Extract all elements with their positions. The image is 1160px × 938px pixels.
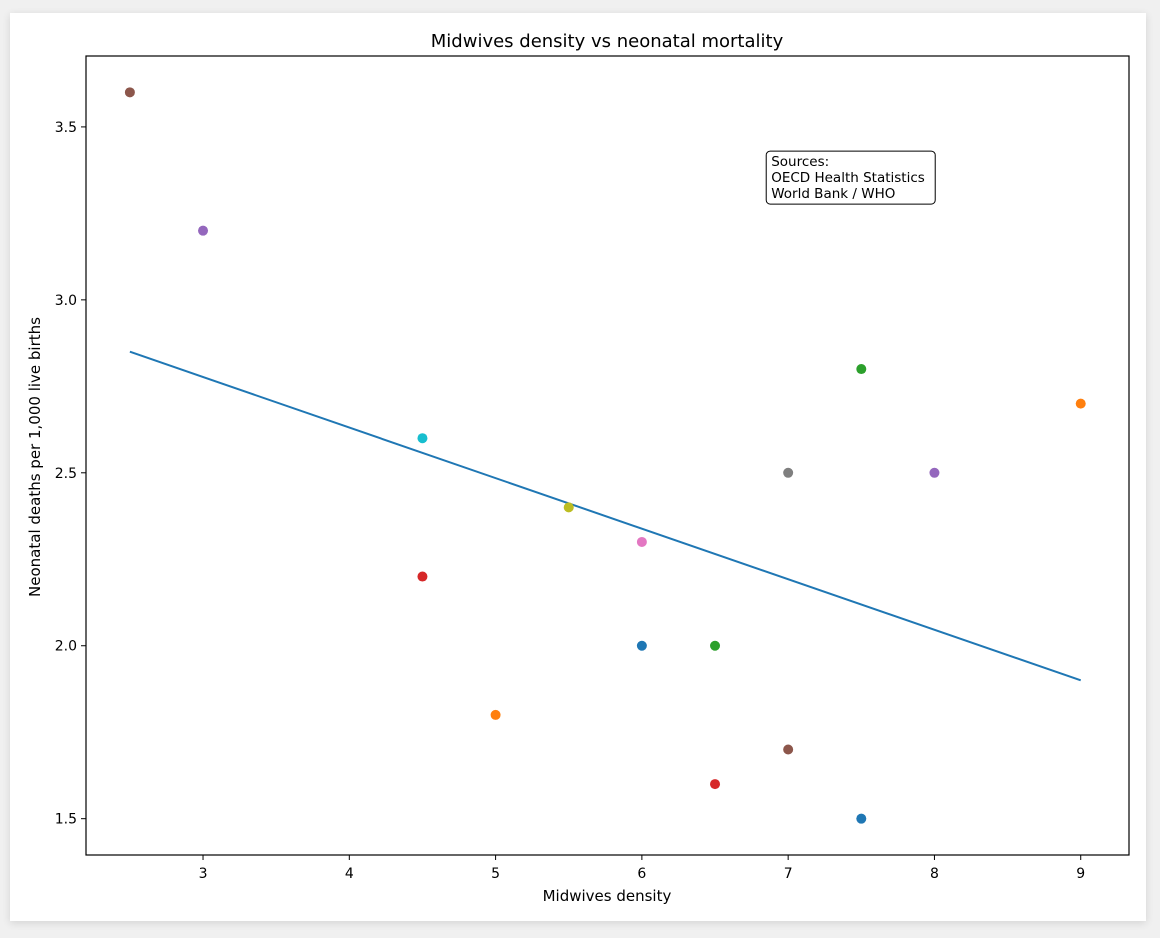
axes: 3 4 5 6 7 8 9 1.5 2.0 2.5 3.0 3.5 xyxy=(55,55,1130,882)
scatter-chart: Midwives density vs neonatal mortality S… xyxy=(26,31,1130,905)
x-tick-label: 7 xyxy=(784,866,793,882)
x-tick-label: 3 xyxy=(199,866,208,882)
scatter-point xyxy=(1075,398,1086,409)
x-axis-label: Midwives density xyxy=(543,887,672,905)
scatter-point xyxy=(417,433,428,444)
scatter-point xyxy=(198,225,209,236)
x-tick-label: 5 xyxy=(491,866,500,882)
scatter-point xyxy=(856,364,867,375)
scatter-point xyxy=(417,571,428,582)
y-tick-label: 2.5 xyxy=(55,466,77,482)
x-tick-label: 4 xyxy=(345,866,354,882)
scatter-point xyxy=(710,779,721,790)
chart-title: Midwives density vs neonatal mortality xyxy=(431,31,784,52)
scatter-point xyxy=(710,640,721,651)
scatter-point xyxy=(563,502,574,513)
x-tick-label: 9 xyxy=(1076,866,1085,882)
x-tick-label: 8 xyxy=(930,866,939,882)
annotation-box xyxy=(765,150,936,205)
scatter-point xyxy=(783,467,794,478)
x-tick-label: 6 xyxy=(637,866,646,882)
scatter-point xyxy=(636,640,647,651)
y-tick-label: 3.0 xyxy=(55,293,77,309)
y-tick-label: 1.5 xyxy=(55,812,77,828)
plot-frame xyxy=(85,55,1130,856)
scatter-point xyxy=(929,467,940,478)
y-tick-label: 2.0 xyxy=(55,639,77,655)
annotation-line: World Bank / WHO xyxy=(771,186,895,202)
scatter-point xyxy=(636,536,647,547)
annotation-line: Sources: xyxy=(771,154,829,170)
scatter-point xyxy=(856,813,867,824)
y-tick-label: 3.5 xyxy=(55,120,77,136)
trend-line xyxy=(129,350,1082,682)
scatter-point xyxy=(124,87,135,98)
scatter-point xyxy=(490,709,501,720)
scatter-point xyxy=(783,744,794,755)
chart-card: Midwives density vs neonatal mortality S… xyxy=(10,13,1146,921)
y-axis-label: Neonatal deaths per 1,000 live births xyxy=(26,317,44,597)
annotation-line: OECD Health Statistics xyxy=(771,170,925,186)
